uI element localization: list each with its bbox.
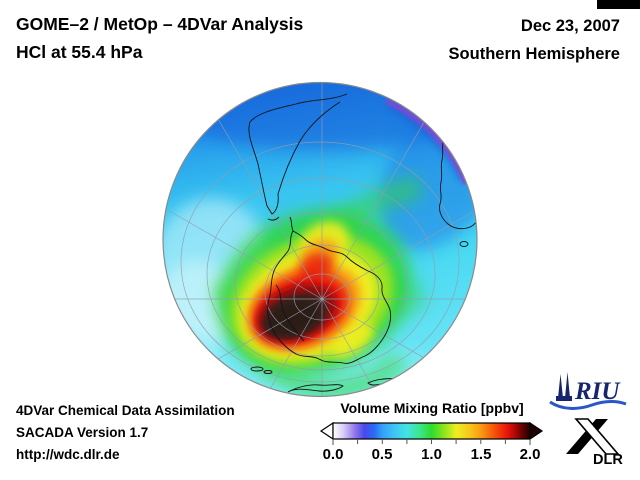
coast-tasmania (459, 241, 469, 247)
cathedral-spire-icon (565, 372, 570, 398)
coast-south-america (248, 93, 348, 215)
cathedral-spire-icon (558, 374, 563, 398)
tick-label-1: 0.5 (371, 446, 393, 463)
coast-tierra-del-fuego (267, 216, 280, 221)
field-red-lobe-ne (298, 252, 334, 284)
figure-title: GOME–2 / MetOp – 4DVar Analysis (16, 14, 304, 34)
coast-island-a (250, 366, 264, 372)
progress-marker-bar (597, 0, 640, 9)
field-purple-limb-band (384, 98, 469, 186)
coast-new-zealand-south (287, 384, 344, 393)
date-label: Dec 23, 2007 (520, 17, 620, 35)
latitude-circle (180, 141, 460, 383)
coast-australia (439, 137, 477, 230)
tick-label-3: 1.5 (470, 446, 492, 463)
footer-line-1: 4DVar Chemical Data Assimilation (16, 403, 235, 418)
dlr-star-outline-icon (574, 418, 620, 455)
latitude-circle (234, 211, 408, 357)
colorbar-bar (332, 422, 531, 440)
meridians (165, 83, 475, 397)
field-vortex-core-dark (268, 301, 318, 335)
globe-limb (162, 81, 478, 398)
hcl-field (163, 82, 477, 397)
latitude-circle (264, 244, 380, 340)
coast-antarctica (267, 230, 392, 364)
tick-label-2: 1.0 (421, 446, 442, 463)
colorbar-tick-labels: 0.0 0.5 1.0 1.5 2.0 (315, 446, 545, 463)
latitude-circle (293, 273, 351, 321)
hemisphere-label: Southern Hemisphere (448, 45, 620, 63)
colorbar-ticks (332, 439, 531, 445)
field-blue-top (163, 82, 477, 150)
colorbar-title: Volume Mixing Ratio [ppbv] (340, 400, 524, 416)
tick-label-4: 2.0 (519, 446, 541, 463)
footer-url: http://wdc.dlr.de (16, 447, 120, 462)
colorbar-arrow-left (319, 422, 334, 441)
dlr-logo-text: DLR (593, 452, 623, 466)
colorbar (319, 422, 544, 445)
coast-australia-east (474, 167, 477, 197)
coast-island-b (263, 370, 273, 374)
coast-antarctic-peninsula (289, 216, 294, 232)
dlr-logo: DLR (566, 418, 623, 466)
riu-wave-icon (549, 400, 627, 410)
figure-subtitle: HCl at 55.4 hPa (16, 42, 143, 62)
dlr-star-solid-icon (566, 419, 608, 454)
coast-antarctica-interior (275, 284, 305, 342)
field-yellow-streak-se (330, 322, 374, 358)
colorbar-arrow-right (529, 422, 544, 441)
tick-label-0: 0.0 (322, 446, 344, 463)
cathedral-base-icon (556, 396, 572, 401)
graticule (165, 83, 475, 397)
south-pole-point (320, 297, 324, 301)
latitude-circle (206, 177, 436, 371)
coast-island-south (412, 367, 446, 375)
riu-logo: RIU (549, 372, 627, 410)
footer-line-2: SACADA Version 1.7 (16, 425, 149, 440)
